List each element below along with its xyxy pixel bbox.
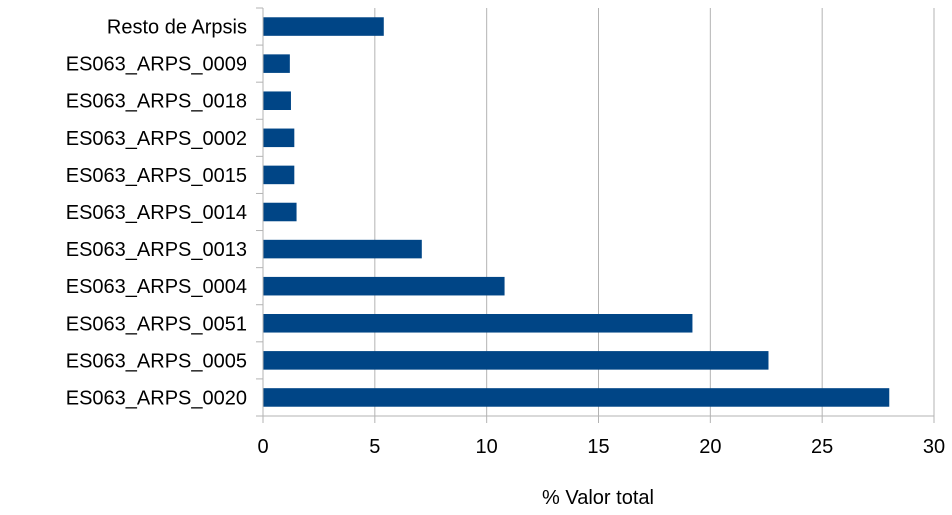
bar — [263, 128, 295, 148]
x-tick-label: 10 — [476, 436, 498, 458]
x-tick-label: 25 — [811, 436, 833, 458]
x-tick-label: 0 — [257, 436, 268, 458]
bar — [263, 239, 422, 259]
bar — [263, 165, 295, 185]
bar — [263, 17, 384, 36]
bar — [263, 91, 291, 110]
axes — [256, 7, 935, 423]
y-tick-label: ES063_ARPS_0020 — [66, 387, 247, 409]
bar — [263, 276, 505, 296]
y-tick-label: ES063_ARPS_0009 — [66, 54, 247, 76]
y-tick-label: ES063_ARPS_0013 — [66, 239, 247, 261]
bars — [263, 17, 890, 407]
y-tick-label: ES063_ARPS_0051 — [66, 313, 247, 335]
bar — [263, 314, 693, 333]
y-tick-label: Resto de Arpsis — [107, 17, 247, 39]
bar — [263, 388, 890, 407]
y-tick-label: ES063_ARPS_0004 — [66, 276, 247, 298]
y-tick-label: ES063_ARPS_0005 — [66, 350, 247, 372]
x-tick-label: 5 — [369, 436, 380, 458]
x-axis-title: % Valor total — [542, 487, 654, 509]
y-tick-label: ES063_ARPS_0002 — [66, 128, 247, 150]
bar — [263, 54, 290, 73]
x-tick-label: 30 — [923, 436, 945, 458]
y-tick-label: ES063_ARPS_0018 — [66, 91, 247, 113]
grid-lines — [262, 8, 935, 416]
bar — [263, 202, 297, 222]
x-tick-label: 20 — [699, 436, 721, 458]
y-tick-label: ES063_ARPS_0015 — [66, 165, 247, 187]
y-tick-labels: Resto de Arpsis ES063_ARPS_0009 ES063_ARPS… — [66, 17, 247, 410]
x-tick-labels: 0 5 10 15 20 25 30 — [257, 436, 945, 458]
x-tick-label: 15 — [587, 436, 609, 458]
y-tick-label: ES063_ARPS_0014 — [66, 202, 247, 224]
bar — [263, 351, 769, 370]
